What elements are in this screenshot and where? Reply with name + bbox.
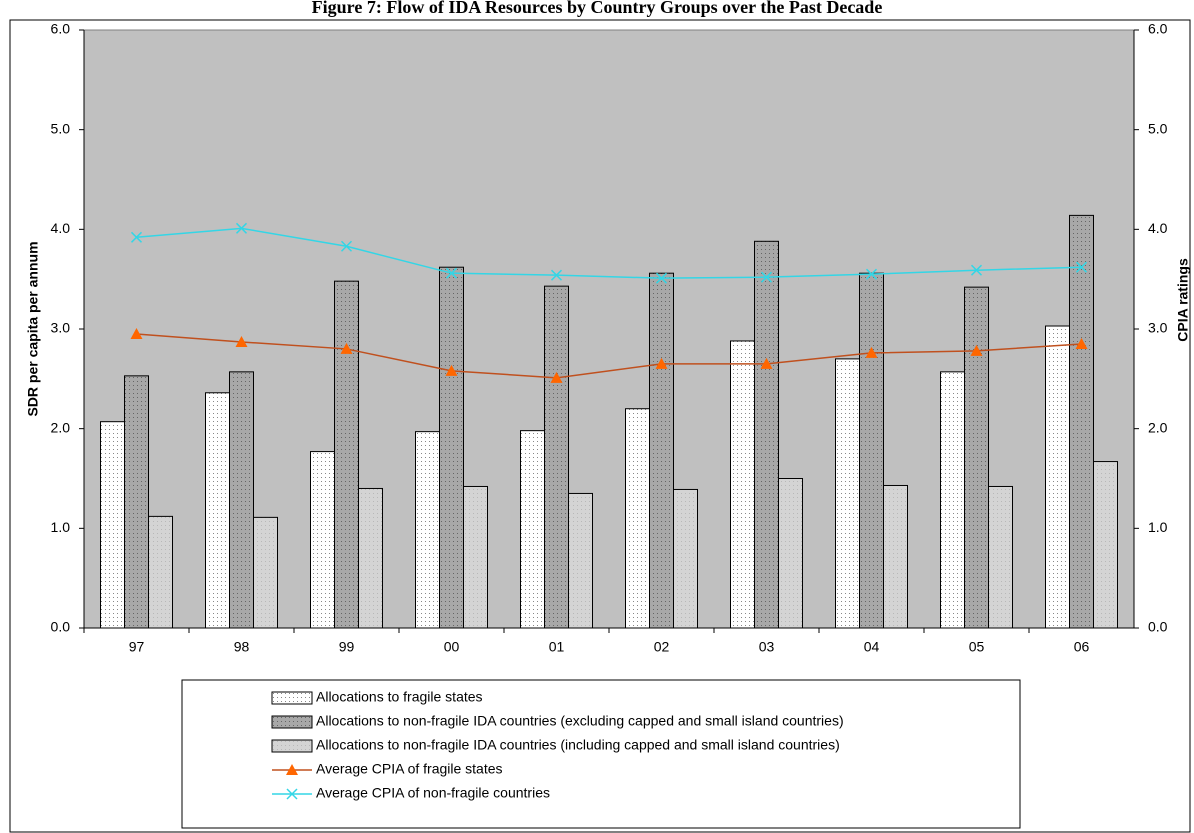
bar: [358, 487, 383, 629]
bar: [124, 375, 149, 629]
line-marker: [865, 346, 878, 358]
legend-label: Allocations to fragile states: [316, 689, 483, 705]
line-marker: [340, 240, 353, 252]
legend-box: [181, 679, 1021, 829]
line-marker: [130, 231, 143, 243]
y2-tick-label: 5.0: [1148, 120, 1168, 136]
bar: [253, 516, 278, 629]
legend-label: Average CPIA of non-fragile countries: [316, 785, 550, 801]
line-marker: [340, 342, 353, 354]
y-axis-title: SDR per capita per annum: [25, 241, 41, 416]
y-tick-label: 4.0: [51, 220, 71, 236]
legend-marker: [286, 764, 298, 775]
x-tick-label: 04: [864, 639, 880, 655]
x-tick-label: 00: [444, 639, 460, 655]
bar: [415, 431, 440, 629]
y-tick-label: 2.0: [51, 419, 71, 435]
bar: [148, 515, 173, 629]
line-marker: [550, 269, 563, 281]
line-marker: [445, 267, 458, 279]
x-tick-label: 01: [549, 639, 565, 655]
y2-tick-label: 2.0: [1148, 419, 1168, 435]
bar: [310, 451, 335, 629]
legend-marker: [286, 788, 298, 800]
bar: [988, 485, 1013, 629]
bar: [229, 371, 254, 629]
y2-tick-label: 3.0: [1148, 320, 1168, 336]
y-tick-label: 1.0: [51, 519, 71, 535]
y2-tick-label: 4.0: [1148, 220, 1168, 236]
bar: [835, 358, 860, 629]
bar: [649, 272, 674, 629]
bar: [940, 371, 965, 629]
bar: [859, 272, 884, 629]
bar: [568, 492, 593, 629]
bar: [463, 485, 488, 629]
bar: [883, 484, 908, 629]
bar: [1093, 461, 1118, 629]
bar: [1069, 214, 1094, 629]
legend-swatch: [271, 715, 313, 729]
y2-axis-title: CPIA ratings: [1175, 258, 1191, 342]
y-tick-label: 5.0: [51, 120, 71, 136]
line: [136, 333, 1082, 379]
legend-label: Allocations to non-fragile IDA countries…: [316, 737, 840, 753]
line-marker: [130, 327, 143, 339]
bar: [673, 488, 698, 629]
line-marker: [865, 268, 878, 280]
legend-label: Allocations to non-fragile IDA countries…: [316, 713, 844, 729]
y-tick-label: 6.0: [51, 21, 71, 37]
line-marker: [655, 272, 668, 284]
line-marker: [235, 222, 248, 234]
bar: [100, 421, 125, 629]
chart-title: Figure 7: Flow of IDA Resources by Count…: [312, 0, 883, 17]
line-marker: [970, 344, 983, 356]
y-tick-label: 3.0: [51, 320, 71, 336]
legend-label: Average CPIA of fragile states: [316, 761, 503, 777]
x-tick-label: 97: [129, 639, 145, 655]
line-marker: [445, 364, 458, 376]
line-marker: [655, 357, 668, 369]
bar: [439, 266, 464, 629]
y2-tick-label: 1.0: [1148, 519, 1168, 535]
x-tick-label: 03: [759, 639, 775, 655]
line-marker: [1075, 337, 1088, 349]
bar: [520, 430, 545, 629]
line-marker: [970, 264, 983, 276]
line: [136, 227, 1082, 279]
bar: [544, 285, 569, 629]
y2-tick-label: 6.0: [1148, 21, 1168, 37]
legend-swatch: [271, 739, 313, 753]
y-tick-label: 0.0: [51, 619, 71, 635]
line-marker: [1075, 261, 1088, 273]
line-marker: [235, 335, 248, 347]
bar: [334, 280, 359, 629]
x-tick-label: 02: [654, 639, 670, 655]
line-marker: [760, 357, 773, 369]
bar: [754, 240, 779, 629]
bar: [205, 392, 230, 629]
y2-tick-label: 0.0: [1148, 619, 1168, 635]
legend-swatch: [271, 691, 313, 705]
bar: [625, 408, 650, 629]
line-marker: [760, 271, 773, 283]
x-tick-label: 98: [234, 639, 250, 655]
x-tick-label: 05: [969, 639, 985, 655]
x-tick-label: 06: [1074, 639, 1090, 655]
line-marker: [550, 371, 563, 383]
bar: [730, 340, 755, 629]
x-tick-label: 99: [339, 639, 355, 655]
bar: [1045, 325, 1070, 629]
bar: [964, 286, 989, 629]
bar: [778, 478, 803, 629]
